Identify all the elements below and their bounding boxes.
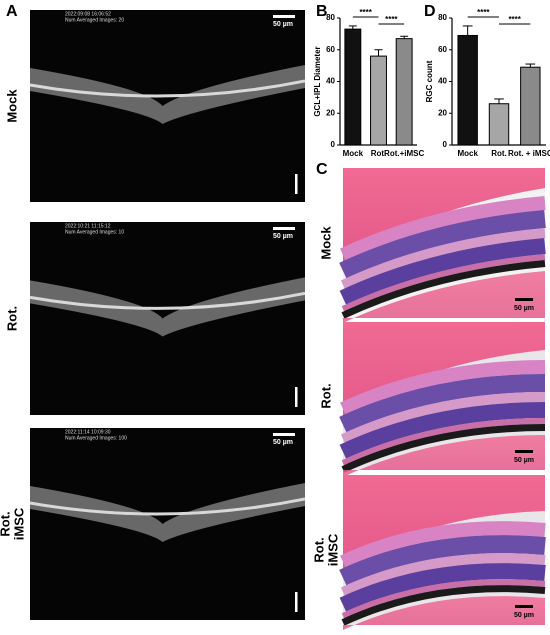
lens-tissue xyxy=(343,475,545,570)
retina-layer xyxy=(339,535,546,587)
scale-bar xyxy=(515,298,533,301)
oct-averaged: Num Averaged Images: 20 xyxy=(65,17,124,23)
scale-bar xyxy=(273,227,295,230)
row-label: Rot. xyxy=(311,537,326,562)
sclera xyxy=(343,271,545,323)
row-label: Mock xyxy=(4,89,19,123)
panel-label: A xyxy=(6,3,18,20)
panel-label: D xyxy=(424,3,436,20)
row-label: Rot. xyxy=(4,306,19,331)
retina-bright xyxy=(29,291,306,310)
y-tick-label: 40 xyxy=(438,77,447,86)
x-tick-label: Rot.+iMSC xyxy=(384,149,424,158)
panel-label: C xyxy=(316,161,328,178)
retina-layer xyxy=(339,563,546,613)
significance-label: **** xyxy=(477,8,490,17)
oct-timestamp: 2022:11:14 10:09:30 xyxy=(65,429,111,435)
retina-layer xyxy=(340,228,546,290)
row-label: Rot. xyxy=(318,383,333,408)
bar xyxy=(370,55,387,146)
x-tick-label: Rot. + iMSC xyxy=(508,149,550,158)
retina-layer xyxy=(341,418,546,466)
row-label: iMSC xyxy=(325,533,340,566)
y-tick-label: 20 xyxy=(438,108,447,117)
retina-layer xyxy=(341,260,546,319)
significance-label: **** xyxy=(385,15,398,24)
lens-tissue xyxy=(343,322,545,417)
scale-bar xyxy=(515,605,533,608)
scale-bar xyxy=(273,15,295,18)
retina-layer xyxy=(341,254,546,312)
oct-averaged: Num Averaged Images: 10 xyxy=(65,229,124,235)
lens-tissue xyxy=(343,168,545,263)
y-tick-label: 80 xyxy=(438,13,447,22)
scale-label: 50 µm xyxy=(514,612,534,619)
panel-label: B xyxy=(316,3,328,20)
retina-band xyxy=(30,482,305,542)
row-label: Mock xyxy=(318,226,333,260)
y-tick-label: 80 xyxy=(326,13,335,22)
scale-label: 50 µm xyxy=(514,457,534,464)
scale-label: 50 µm xyxy=(273,233,293,240)
retina-layer xyxy=(339,374,546,434)
y-axis-label: GCL+IPL Diameter xyxy=(313,46,322,116)
y-tick-label: 40 xyxy=(326,77,335,86)
scale-bar-vertical xyxy=(295,592,298,612)
retina-layer xyxy=(339,210,546,280)
scale-label: 50 µm xyxy=(273,21,293,28)
scale-bar-vertical xyxy=(295,174,298,194)
x-tick-label: Rot. xyxy=(371,149,387,158)
bar xyxy=(488,103,510,146)
oct-averaged: Num Averaged Images: 100 xyxy=(65,435,127,441)
retina-layer xyxy=(340,392,546,444)
x-tick-label: Mock xyxy=(343,149,364,158)
retina-bright xyxy=(29,79,306,98)
scale-label: 50 µm xyxy=(514,305,534,312)
retina-layer xyxy=(340,196,546,262)
oct-timestamp: 2022:09:08 16:06:52 xyxy=(65,11,111,17)
retina-layer xyxy=(341,585,546,626)
y-tick-label: 0 xyxy=(331,140,336,149)
retina-layer xyxy=(339,238,546,306)
retina-band xyxy=(30,277,305,337)
y-axis-label: RGC count xyxy=(425,60,434,102)
retina-layer xyxy=(341,424,546,473)
x-tick-label: Rot. xyxy=(491,149,507,158)
significance-label: **** xyxy=(359,8,372,17)
scale-bar xyxy=(515,450,533,453)
y-tick-label: 0 xyxy=(443,140,448,149)
y-tick-label: 60 xyxy=(438,45,447,54)
scale-label: 50 µm xyxy=(273,439,293,446)
bar xyxy=(344,28,362,146)
retina-layer xyxy=(340,360,546,416)
row-label: Rot. xyxy=(0,511,12,536)
retina-bright xyxy=(29,497,306,516)
y-tick-label: 20 xyxy=(326,108,335,117)
significance-label: **** xyxy=(508,15,521,24)
retina-band xyxy=(30,64,305,124)
retina-layer xyxy=(339,402,546,460)
sclera xyxy=(343,596,545,630)
bar xyxy=(395,38,413,146)
x-tick-label: Mock xyxy=(457,149,478,158)
bar xyxy=(457,34,478,146)
retina-layer xyxy=(340,553,546,597)
scale-bar xyxy=(273,433,295,436)
row-label: iMSC xyxy=(11,507,26,540)
retina-layer xyxy=(340,521,546,569)
sclera xyxy=(343,435,545,477)
y-tick-label: 60 xyxy=(326,45,335,54)
retina-layer xyxy=(341,579,546,619)
bar xyxy=(520,66,541,146)
scale-bar-vertical xyxy=(295,387,298,407)
oct-timestamp: 2022:10:21 11:15:12 xyxy=(65,223,111,229)
